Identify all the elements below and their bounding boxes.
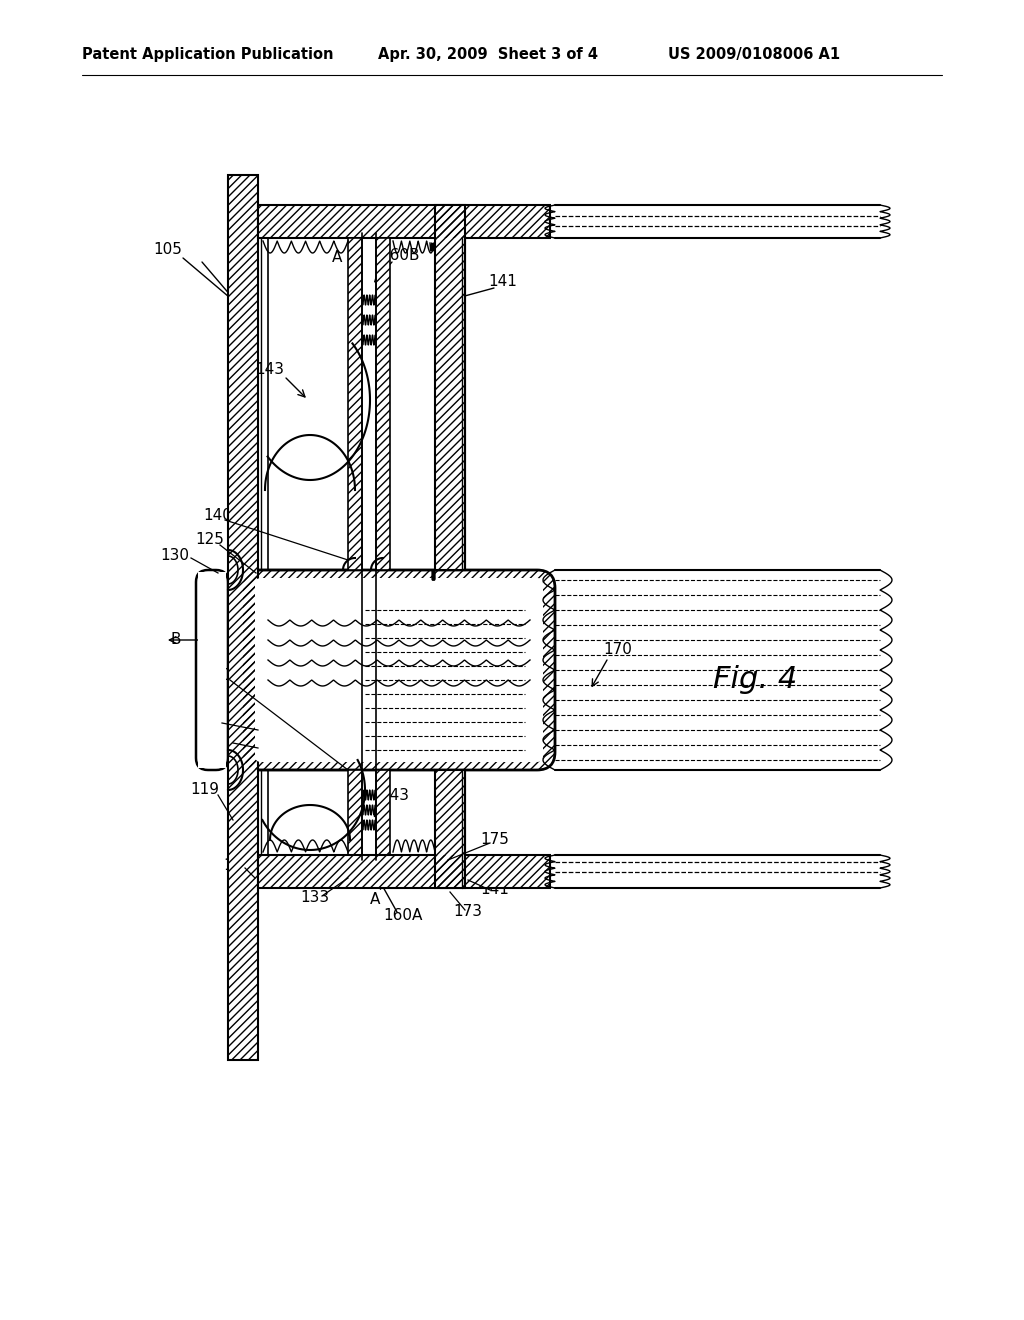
Bar xyxy=(435,205,465,570)
Text: 175: 175 xyxy=(480,833,509,847)
Bar xyxy=(258,855,550,888)
Text: 145: 145 xyxy=(199,713,227,727)
Text: 140: 140 xyxy=(204,668,232,682)
Bar xyxy=(376,238,390,570)
Text: US 2009/0108006 A1: US 2009/0108006 A1 xyxy=(668,48,840,62)
Bar xyxy=(435,770,465,888)
Bar xyxy=(376,770,390,855)
Text: 160B: 160B xyxy=(380,248,420,263)
Bar xyxy=(258,205,550,238)
Text: 105: 105 xyxy=(154,243,182,257)
Text: 119: 119 xyxy=(190,783,219,797)
Text: 160A: 160A xyxy=(383,908,423,924)
Bar xyxy=(228,176,258,1060)
Text: 133: 133 xyxy=(300,890,330,904)
Text: Patent Application Publication: Patent Application Publication xyxy=(82,48,334,62)
Text: 140: 140 xyxy=(204,507,232,523)
Text: B: B xyxy=(171,632,181,648)
Bar xyxy=(348,770,362,855)
Bar xyxy=(435,205,465,570)
Bar xyxy=(258,855,550,888)
Text: 143: 143 xyxy=(256,363,285,378)
Bar xyxy=(348,238,362,570)
Text: 173: 173 xyxy=(454,904,482,920)
Bar xyxy=(376,770,390,855)
Bar xyxy=(435,770,465,888)
Bar xyxy=(198,572,226,768)
FancyBboxPatch shape xyxy=(196,570,228,770)
Text: 161: 161 xyxy=(353,652,383,668)
Text: 117: 117 xyxy=(208,733,237,747)
Text: 130: 130 xyxy=(161,548,189,562)
Text: Fig. 4: Fig. 4 xyxy=(713,665,797,694)
Text: 141: 141 xyxy=(480,883,509,898)
Bar xyxy=(348,770,362,855)
Text: 120: 120 xyxy=(223,858,253,873)
Text: A: A xyxy=(332,251,342,265)
Bar xyxy=(348,238,362,570)
Text: 110: 110 xyxy=(496,218,524,232)
FancyBboxPatch shape xyxy=(243,570,555,770)
Bar xyxy=(228,176,258,1060)
Text: 143: 143 xyxy=(381,788,410,803)
FancyBboxPatch shape xyxy=(255,578,543,762)
Text: 141: 141 xyxy=(488,275,517,289)
Bar xyxy=(376,238,390,570)
Text: 170: 170 xyxy=(603,643,633,657)
Bar xyxy=(258,205,550,238)
Text: Apr. 30, 2009  Sheet 3 of 4: Apr. 30, 2009 Sheet 3 of 4 xyxy=(378,48,598,62)
Text: A: A xyxy=(370,892,380,908)
Text: 125: 125 xyxy=(196,532,224,548)
